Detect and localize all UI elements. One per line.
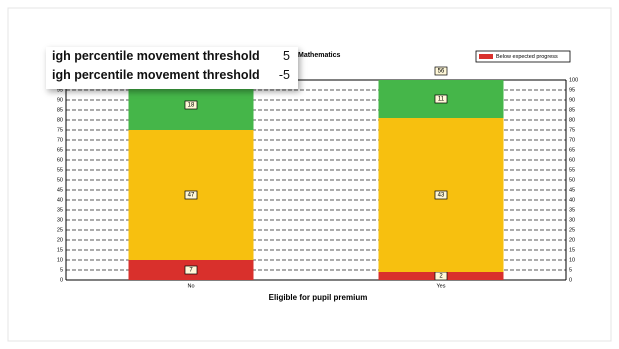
y-tick-label: 85 [569, 107, 575, 113]
y-tick-label: 30 [57, 217, 63, 223]
threshold-label: igh percentile movement threshold [52, 49, 260, 63]
count-label: 18 [188, 103, 195, 109]
count-label: 7 [189, 268, 193, 274]
y-tick-label: 20 [57, 237, 63, 243]
y-tick-label: 80 [57, 117, 63, 123]
threshold-value: 5 [283, 49, 290, 63]
x-tick-label: No [187, 283, 194, 289]
y-tick-label: 100 [569, 77, 578, 83]
y-tick-label: 40 [57, 197, 63, 203]
y-tick-label: 35 [57, 207, 63, 213]
y-tick-label: 5 [60, 267, 63, 273]
y-tick-label: 60 [569, 157, 575, 163]
x-axis-title: Eligible for pupil premium [269, 293, 368, 302]
y-tick-label: 65 [57, 147, 63, 153]
y-tick-label: 5 [569, 267, 572, 273]
threshold-label: igh percentile movement threshold [52, 68, 260, 82]
y-tick-label: 50 [569, 177, 575, 183]
y-tick-label: 85 [57, 107, 63, 113]
x-tick-label: Yes [437, 283, 446, 289]
threshold-row: igh percentile movement threshold 5 [46, 47, 298, 66]
y-tick-label: 10 [569, 257, 575, 263]
legend-swatch [479, 54, 493, 59]
y-tick-label: 15 [569, 247, 575, 253]
y-tick-label: 90 [57, 97, 63, 103]
count-box [434, 94, 448, 104]
y-tick-label: 25 [57, 227, 63, 233]
y-tick-label: 15 [57, 247, 63, 253]
y-tick-label: 60 [57, 157, 63, 163]
legend-label: Below expected progress [496, 54, 558, 60]
y-tick-label: 70 [57, 137, 63, 143]
total-box [434, 66, 448, 76]
y-tick-label: 50 [57, 177, 63, 183]
y-tick-label: 80 [569, 117, 575, 123]
count-box [184, 265, 198, 275]
chart-title: Mathematics [298, 52, 341, 59]
count-label: 43 [438, 193, 445, 199]
count-box [434, 190, 448, 200]
y-tick-label: 75 [569, 127, 575, 133]
count-box [184, 100, 198, 110]
total-label: 56 [438, 69, 445, 75]
threshold-row: igh percentile movement threshold -5 [46, 66, 298, 85]
y-tick-label: 0 [60, 277, 63, 283]
y-tick-label: 35 [569, 207, 575, 213]
y-tick-label: 70 [569, 137, 575, 143]
y-tick-label: 45 [57, 187, 63, 193]
y-tick-label: 95 [57, 87, 63, 93]
threshold-panel: igh percentile movement threshold 5 igh p… [46, 47, 298, 89]
y-tick-label: 65 [569, 147, 575, 153]
y-tick-label: 75 [57, 127, 63, 133]
y-tick-label: 45 [569, 187, 575, 193]
y-tick-label: 55 [569, 167, 575, 173]
threshold-value: -5 [278, 68, 290, 82]
count-label: 2 [439, 274, 443, 280]
y-tick-label: 0 [569, 277, 572, 283]
y-tick-label: 95 [569, 87, 575, 93]
y-tick-label: 10 [57, 257, 63, 263]
legend-box [475, 50, 571, 63]
y-tick-label: 20 [569, 237, 575, 243]
page-border [7, 7, 612, 342]
count-label: 11 [438, 97, 445, 103]
count-box [184, 190, 198, 200]
y-tick-label: 25 [569, 227, 575, 233]
y-tick-label: 30 [569, 217, 575, 223]
y-tick-label: 55 [57, 167, 63, 173]
y-tick-label: 40 [569, 197, 575, 203]
count-label: 47 [188, 193, 195, 199]
y-tick-label: 90 [569, 97, 575, 103]
